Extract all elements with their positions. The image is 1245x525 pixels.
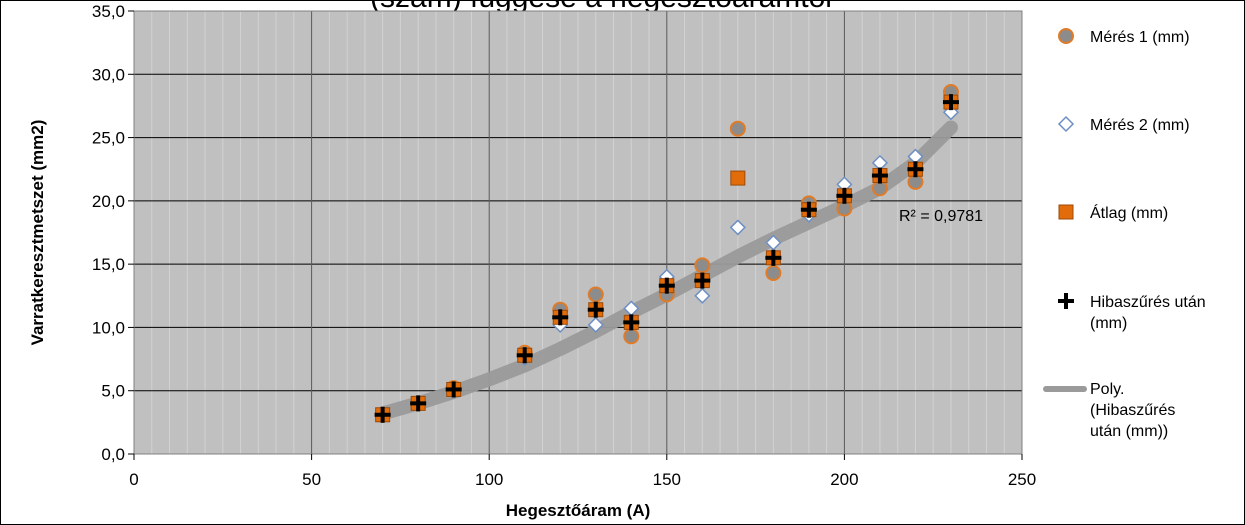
data-point xyxy=(730,170,746,186)
x-tick-label: 250 xyxy=(1008,470,1036,489)
data-point xyxy=(516,347,533,364)
plus-bar xyxy=(806,201,811,218)
data-point xyxy=(729,219,746,236)
x-axis-ticks: 0 50 100 150 200 250 xyxy=(129,454,1036,489)
legend-entry-1: Mérés 1 (mm) xyxy=(1058,28,1190,46)
legend-entry-4: Hibaszűrés után (mm) xyxy=(1058,293,1206,332)
data-point xyxy=(836,187,853,204)
data-point xyxy=(587,286,604,303)
y-tick-label: 5,0 xyxy=(101,382,125,401)
data-point xyxy=(765,249,782,266)
x-tick-label: 100 xyxy=(475,470,503,489)
data-point xyxy=(587,316,604,333)
plus-bar xyxy=(380,406,385,423)
legend-label-line: Poly. xyxy=(1090,381,1124,398)
y-tick-label: 0,0 xyxy=(101,445,125,464)
data-point xyxy=(658,277,675,294)
legend-label: Mérés 2 (mm) xyxy=(1090,117,1190,134)
plus-bar xyxy=(842,187,847,204)
plus-bar xyxy=(1064,293,1068,309)
y-axis-title: Varratkeresztmetszet (mm2) xyxy=(28,120,47,346)
data-point xyxy=(942,94,959,111)
data-point xyxy=(871,167,888,184)
data-point xyxy=(694,272,711,289)
plus-bar xyxy=(771,249,776,266)
plus-bar xyxy=(700,272,705,289)
legend-label: Mérés 1 (mm) xyxy=(1090,29,1190,46)
legend-entry-3: Átlag (mm) xyxy=(1058,203,1168,222)
plus-bar xyxy=(664,277,669,294)
data-point xyxy=(765,234,782,251)
data-point xyxy=(374,406,391,423)
y-axis-ticks: 0,0 5,0 10,0 15,0 20,0 25,0 30,0 35,0 xyxy=(92,2,134,464)
y-tick-label: 30,0 xyxy=(92,65,125,84)
legend-swatch xyxy=(1058,293,1074,309)
y-tick-label: 20,0 xyxy=(92,192,125,211)
data-point xyxy=(410,395,427,412)
legend-swatch xyxy=(1058,28,1074,44)
y-tick-label: 35,0 xyxy=(92,2,125,21)
legend-label-line: Mérés 1 (mm) xyxy=(1090,29,1190,46)
legend-label-line: után (mm)) xyxy=(1090,423,1168,440)
y-tick-label: 10,0 xyxy=(92,318,125,337)
y-tick-label: 15,0 xyxy=(92,255,125,274)
plus-bar xyxy=(877,167,882,184)
legend-label: Hibaszűrés után (mm) xyxy=(1090,294,1206,332)
legend-label-line: (Hibaszűrés xyxy=(1090,402,1175,419)
legend-swatch xyxy=(1058,204,1074,220)
legend-label-line: Mérés 2 (mm) xyxy=(1090,117,1190,134)
legend-entry-2: Mérés 2 (mm) xyxy=(1057,115,1190,134)
plus-bar xyxy=(451,381,456,398)
data-point xyxy=(623,328,640,345)
x-tick-label: 150 xyxy=(653,470,681,489)
legend-label-line: Hibaszűrés után xyxy=(1090,294,1206,311)
legend-swatch xyxy=(1057,115,1075,133)
data-point xyxy=(623,314,640,331)
x-axis-title: Hegesztőáram (A) xyxy=(506,501,651,520)
legend: Mérés 1 (mm) Mérés 2 (mm) Átlag (mm) Hibasz… xyxy=(1043,28,1206,440)
data-point xyxy=(907,161,924,178)
plus-bar xyxy=(913,161,918,178)
data-point xyxy=(729,120,746,137)
series-layer xyxy=(374,84,960,423)
legend-label-line: Átlag (mm) xyxy=(1090,203,1168,222)
x-tick-label: 200 xyxy=(830,470,858,489)
legend-entry-5: Poly. (Hibaszűrés után (mm)) xyxy=(1043,381,1175,440)
data-point xyxy=(694,287,711,304)
plus-bar xyxy=(948,94,953,111)
plus-bar xyxy=(522,347,527,364)
x-tick-label: 50 xyxy=(302,470,321,489)
plus-bar xyxy=(558,309,563,326)
data-point xyxy=(445,381,462,398)
plus-bar xyxy=(593,301,598,318)
legend-label-line: (mm) xyxy=(1090,315,1127,332)
r-squared-label: R² = 0,9781 xyxy=(899,208,983,225)
plot-border xyxy=(133,10,1023,455)
data-point xyxy=(765,265,782,282)
data-point xyxy=(587,301,604,318)
plus-bar xyxy=(629,314,634,331)
grid-lines xyxy=(133,10,1023,455)
data-point xyxy=(552,309,569,326)
plus-bar xyxy=(416,395,421,412)
series-4 xyxy=(374,94,959,423)
data-point xyxy=(694,257,711,274)
legend-label: Poly. (Hibaszűrés után (mm)) xyxy=(1090,381,1175,440)
data-point xyxy=(800,201,817,218)
y-tick-label: 25,0 xyxy=(92,129,125,148)
x-tick-label: 0 xyxy=(129,470,138,489)
legend-label: Átlag (mm) xyxy=(1090,203,1168,222)
